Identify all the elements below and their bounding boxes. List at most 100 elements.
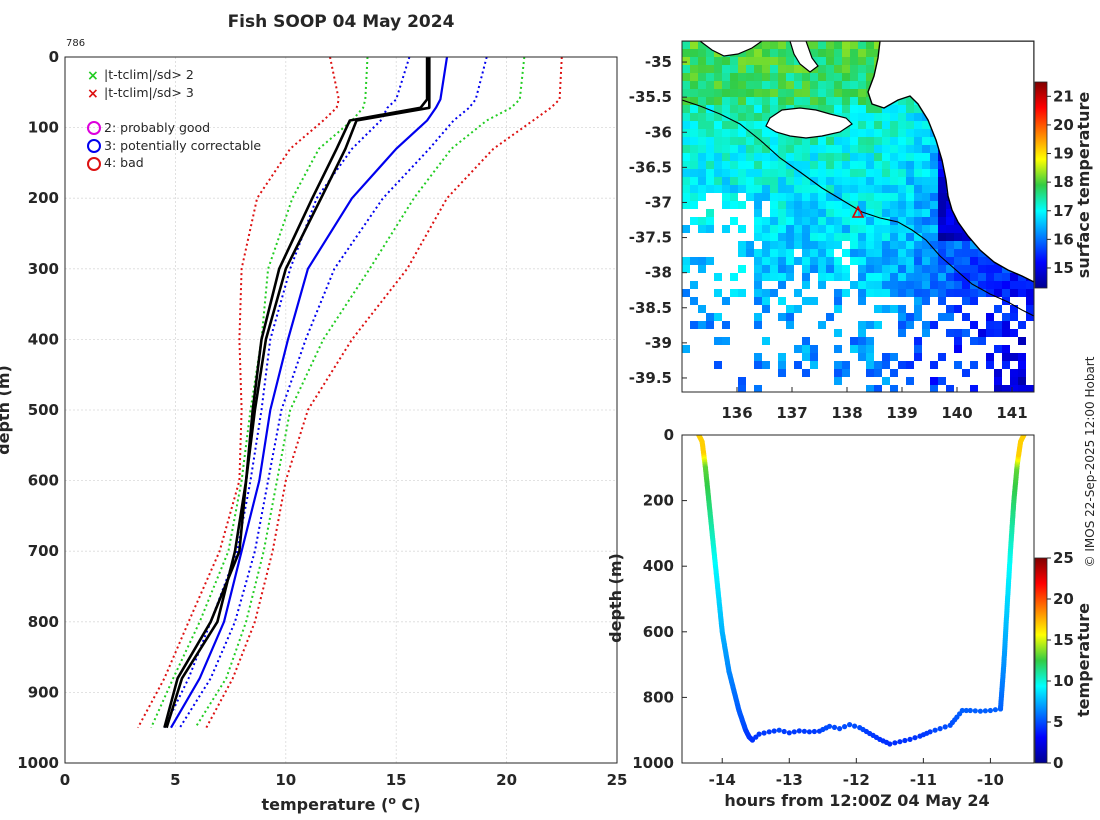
sst-pixel bbox=[722, 201, 730, 209]
track-position-marker bbox=[851, 205, 865, 218]
sst-pixel bbox=[770, 273, 778, 281]
sst-cloud-pixel bbox=[762, 385, 770, 392]
sst-pixel bbox=[914, 105, 922, 113]
sst-pixel bbox=[834, 233, 842, 241]
sst-pixel bbox=[890, 121, 898, 129]
sst-cloud-pixel bbox=[746, 233, 754, 241]
sst-pixel bbox=[946, 305, 954, 313]
sst-cloud-pixel bbox=[802, 329, 810, 337]
sst-cloud-pixel bbox=[730, 241, 738, 249]
sst-cloud-pixel bbox=[690, 209, 698, 217]
sst-pixel bbox=[826, 145, 834, 153]
sst-pixel bbox=[698, 73, 706, 81]
sst-pixel bbox=[778, 353, 786, 361]
sst-cloud-pixel bbox=[850, 305, 858, 313]
track-point bbox=[942, 724, 948, 730]
sst-cloud-pixel bbox=[938, 345, 946, 353]
sst-cloud-pixel bbox=[978, 313, 986, 321]
sst-cloud-pixel bbox=[906, 353, 914, 361]
sst-pixel bbox=[762, 273, 770, 281]
sst-cloud-pixel bbox=[818, 353, 826, 361]
sst-pixel bbox=[898, 305, 906, 313]
sst-pixel bbox=[938, 161, 946, 169]
chart-title: Fish SOOP 04 May 2024 bbox=[228, 12, 455, 32]
sst-cloud-pixel bbox=[1002, 337, 1010, 345]
sst-pixel bbox=[866, 113, 874, 121]
sst-pixel bbox=[746, 121, 754, 129]
sst-pixel bbox=[754, 385, 762, 392]
sst-pixel bbox=[914, 297, 922, 305]
sst-pixel bbox=[874, 185, 882, 193]
sst-pixel bbox=[682, 289, 690, 297]
sst-pixel bbox=[682, 81, 690, 89]
sst-pixel bbox=[842, 265, 850, 273]
sst-pixel bbox=[874, 193, 882, 201]
sst-cloud-pixel bbox=[786, 361, 794, 369]
sst-cloud-pixel bbox=[994, 297, 1002, 305]
sst-pixel bbox=[922, 209, 930, 217]
sst-pixel bbox=[738, 161, 746, 169]
legend-marker-circle-magenta bbox=[87, 121, 101, 135]
sst-pixel bbox=[898, 121, 906, 129]
sst-cloud-pixel bbox=[770, 377, 778, 385]
sst-pixel bbox=[826, 257, 834, 265]
sst-pixel bbox=[730, 97, 738, 105]
sst-pixel bbox=[682, 121, 690, 129]
sst-pixel bbox=[930, 209, 938, 217]
sst-pixel bbox=[906, 265, 914, 273]
sst-pixel bbox=[826, 233, 834, 241]
sst-colorbar-tick-label: 21 bbox=[1053, 87, 1074, 105]
sst-cloud-pixel bbox=[962, 337, 970, 345]
sst-pixel bbox=[858, 233, 866, 241]
track-point bbox=[887, 741, 893, 747]
sst-pixel bbox=[786, 273, 794, 281]
sst-pixel bbox=[962, 233, 970, 241]
sst-pixel bbox=[898, 153, 906, 161]
sst-pixel bbox=[898, 257, 906, 265]
sst-cloud-pixel bbox=[842, 281, 850, 289]
sst-pixel bbox=[754, 209, 762, 217]
sst-pixel bbox=[762, 105, 770, 113]
sst-pixel bbox=[698, 265, 706, 273]
sst-pixel bbox=[866, 321, 874, 329]
sst-pixel bbox=[690, 57, 698, 65]
sst-pixel bbox=[714, 361, 722, 369]
sst-pixel bbox=[778, 105, 786, 113]
sst-pixel bbox=[770, 97, 778, 105]
sst-pixel bbox=[794, 233, 802, 241]
sst-pixel bbox=[882, 217, 890, 225]
sst-cloud-pixel bbox=[834, 353, 842, 361]
sst-pixel bbox=[914, 185, 922, 193]
sst-pixel bbox=[890, 201, 898, 209]
sst-cloud-pixel bbox=[1010, 345, 1018, 353]
sst-pixel bbox=[930, 185, 938, 193]
sst-cloud-pixel bbox=[746, 217, 754, 225]
sst-pixel bbox=[794, 201, 802, 209]
sst-pixel bbox=[866, 105, 874, 113]
sst-pixel bbox=[890, 177, 898, 185]
sst-pixel bbox=[898, 217, 906, 225]
sst-pixel bbox=[714, 337, 722, 345]
sst-cloud-pixel bbox=[986, 297, 994, 305]
legend-item-bad: 4: bad bbox=[87, 155, 144, 171]
sst-pixel bbox=[762, 337, 770, 345]
sst-pixel bbox=[866, 233, 874, 241]
sst-pixel bbox=[706, 97, 714, 105]
sst-cloud-pixel bbox=[714, 321, 722, 329]
sst-pixel bbox=[858, 289, 866, 297]
sst-pixel bbox=[714, 65, 722, 73]
sst-pixel bbox=[738, 201, 746, 209]
sst-cloud-pixel bbox=[1002, 369, 1010, 377]
sst-pixel bbox=[818, 41, 826, 49]
sst-pixel bbox=[914, 129, 922, 137]
sst-pixel bbox=[762, 113, 770, 121]
sst-cloud-pixel bbox=[946, 297, 954, 305]
sst-pixel bbox=[754, 113, 762, 121]
sst-pixel bbox=[1002, 353, 1010, 361]
sst-pixel bbox=[1002, 385, 1010, 392]
sst-pixel bbox=[938, 209, 946, 217]
sst-pixel bbox=[858, 121, 866, 129]
sst-pixel bbox=[810, 177, 818, 185]
sst-cloud-pixel bbox=[810, 321, 818, 329]
